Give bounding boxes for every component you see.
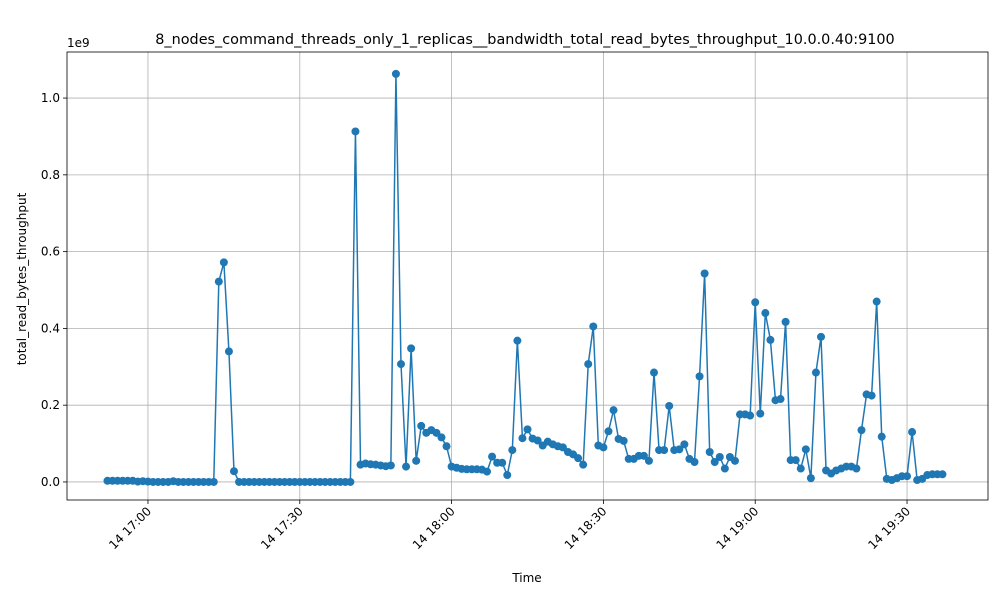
data-point: [417, 421, 426, 430]
data-point: [751, 298, 760, 307]
data-point: [660, 446, 669, 455]
chart-title: 8_nodes_command_threads_only_1_replicas_…: [155, 32, 894, 48]
data-point: [396, 360, 405, 369]
data-point: [402, 462, 411, 471]
data-point: [209, 477, 218, 486]
data-point: [811, 368, 820, 377]
data-point: [675, 445, 684, 454]
y-tick-label: 0.0: [41, 475, 60, 489]
y-tick-label: 0.2: [41, 398, 60, 412]
data-point: [508, 446, 517, 455]
data-point: [483, 467, 492, 476]
data-point: [852, 464, 861, 473]
data-point: [346, 477, 355, 486]
y-offset-label: 1e9: [67, 36, 90, 50]
data-point: [214, 277, 223, 286]
x-axis-label: Time: [511, 571, 541, 585]
data-point: [650, 368, 659, 377]
data-point: [558, 443, 567, 452]
data-point: [442, 442, 451, 451]
data-point: [518, 434, 527, 443]
data-point: [700, 269, 709, 278]
data-point: [730, 456, 739, 465]
data-point: [391, 69, 400, 78]
data-point: [488, 452, 497, 461]
data-point: [639, 451, 648, 460]
data-point: [599, 443, 608, 452]
data-point: [710, 457, 719, 466]
data-point: [680, 440, 689, 449]
data-point: [705, 448, 714, 457]
data-point: [498, 458, 507, 467]
data-point: [938, 470, 947, 479]
data-point: [386, 461, 395, 470]
data-point: [224, 347, 233, 356]
data-point: [513, 336, 522, 345]
data-point: [791, 456, 800, 465]
y-tick-label: 0.8: [41, 168, 60, 182]
data-point: [503, 471, 512, 480]
y-tick-label: 1.0: [41, 91, 60, 105]
data-point: [801, 445, 810, 454]
data-point: [412, 456, 421, 465]
data-point: [761, 309, 770, 318]
data-point: [806, 474, 815, 483]
data-point: [351, 127, 360, 136]
data-point: [720, 464, 729, 473]
data-point: [877, 432, 886, 441]
data-point: [432, 428, 441, 437]
data-point: [574, 454, 583, 463]
data-point: [908, 428, 917, 437]
data-point: [796, 464, 805, 473]
data-point: [644, 456, 653, 465]
data-point: [872, 297, 881, 306]
y-tick-label: 0.4: [41, 321, 60, 335]
data-point: [609, 406, 618, 415]
data-point: [695, 372, 704, 381]
data-point: [781, 317, 790, 326]
data-point: [766, 335, 775, 344]
data-point: [219, 258, 228, 267]
data-point: [715, 453, 724, 462]
y-axis-label: total_read_bytes_throughput: [15, 192, 29, 365]
data-point: [619, 436, 628, 445]
data-point: [857, 426, 866, 435]
data-point: [523, 425, 532, 434]
data-point: [579, 460, 588, 469]
data-point: [817, 332, 826, 341]
data-point: [756, 409, 765, 418]
data-point: [584, 360, 593, 369]
plot-frame: [66, 51, 989, 501]
data-point: [604, 427, 613, 436]
data-point: [229, 467, 238, 476]
data-point: [437, 433, 446, 442]
data-point: [407, 344, 416, 353]
data-point: [665, 401, 674, 410]
data-point: [776, 395, 785, 404]
data-point: [903, 472, 912, 481]
data-point: [533, 436, 542, 445]
data-point: [589, 322, 598, 331]
data-point: [746, 411, 755, 420]
data-point: [690, 457, 699, 466]
data-point: [867, 391, 876, 400]
y-tick-label: 0.6: [41, 245, 60, 259]
